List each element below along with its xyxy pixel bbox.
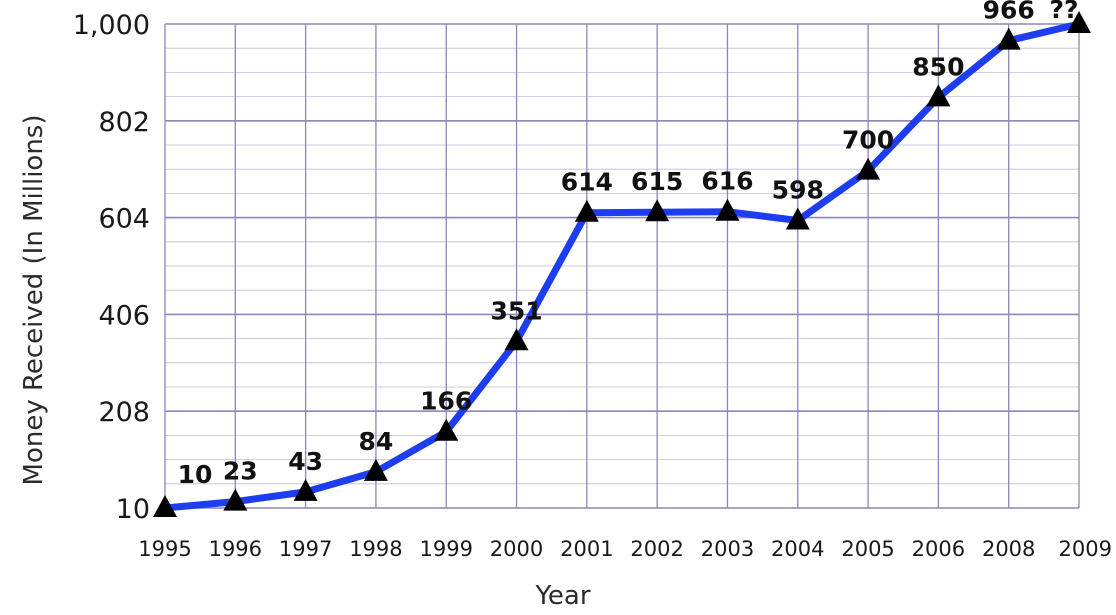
x-axis-ticks: 1995 1996 1997 1998 1999 2000 2001 2002 2003 2004… xyxy=(138,537,1112,561)
data-label: 615 xyxy=(631,167,683,196)
x-tick-label: 2000 xyxy=(490,537,543,561)
x-tick-label: 2004 xyxy=(771,537,824,561)
x-tick-label: 2008 xyxy=(982,537,1035,561)
data-label: ?? xyxy=(1049,0,1078,24)
x-tick-label: 1999 xyxy=(420,537,473,561)
data-point-marker xyxy=(785,207,810,230)
data-point-marker xyxy=(293,478,318,501)
y-tick-label: 406 xyxy=(98,300,150,331)
data-label: 598 xyxy=(772,176,824,205)
data-point-marker xyxy=(996,27,1021,50)
y-tick-label: 10 xyxy=(116,494,150,525)
data-point-marker xyxy=(645,199,670,222)
x-tick-label: 2003 xyxy=(701,537,754,561)
data-point-marker xyxy=(363,458,388,481)
data-point-marker xyxy=(153,495,177,517)
data-label: 966 xyxy=(983,0,1035,25)
data-point-marker xyxy=(574,199,599,222)
data-label: 700 xyxy=(842,126,894,155)
x-tick-label: 2005 xyxy=(841,537,894,561)
data-point-marker xyxy=(1067,11,1091,33)
data-labels-group: 10 23 43 84 166 351 614 615 616 598 700 850 966?? xyxy=(178,0,1079,489)
x-tick-label: 1996 xyxy=(209,537,262,561)
y-tick-label: 802 xyxy=(98,107,150,138)
y-axis-ticks: 10 208 406 604 802 1,000 xyxy=(73,10,150,525)
y-tick-label: 208 xyxy=(98,397,150,428)
data-point-marker xyxy=(504,328,529,351)
data-label: 23 xyxy=(223,457,258,486)
x-tick-label: 2002 xyxy=(630,537,683,561)
data-label: 84 xyxy=(359,427,394,456)
data-point-marker xyxy=(926,84,951,107)
x-tick-label: 1998 xyxy=(349,537,402,561)
x-tick-label: 1995 xyxy=(138,537,191,561)
x-tick-label: 2006 xyxy=(912,537,965,561)
data-label: 43 xyxy=(288,447,323,476)
data-point-marker xyxy=(715,198,740,221)
data-point-marker xyxy=(856,157,881,180)
x-axis-title: Year xyxy=(534,581,590,611)
data-label: 166 xyxy=(420,387,472,416)
series-group xyxy=(161,20,1083,512)
data-label: 616 xyxy=(701,167,753,196)
x-tick-label: 1997 xyxy=(279,537,332,561)
x-tick-label: 2009 xyxy=(1059,537,1112,561)
series-line xyxy=(161,20,1083,512)
markers-group xyxy=(153,11,1091,517)
data-label: 351 xyxy=(490,296,542,325)
data-point-marker xyxy=(434,418,459,441)
y-tick-label: 1,000 xyxy=(73,10,150,41)
x-tick-label: 2001 xyxy=(560,537,613,561)
y-tick-label: 604 xyxy=(98,204,150,235)
y-axis-title: Money Received (In Millions) xyxy=(19,115,49,486)
data-label: 850 xyxy=(912,52,964,81)
data-point-marker xyxy=(223,488,248,511)
data-label: 10 xyxy=(178,460,213,489)
data-label: 614 xyxy=(561,168,613,197)
